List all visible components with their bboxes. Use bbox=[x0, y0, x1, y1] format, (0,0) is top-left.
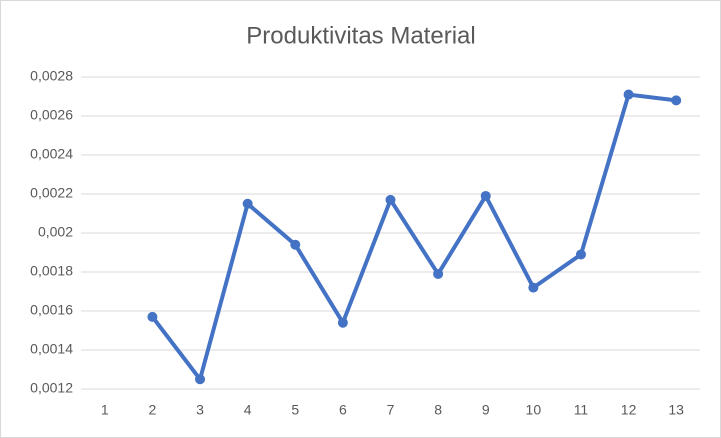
x-tick-label: 13 bbox=[668, 402, 684, 418]
data-point bbox=[290, 239, 301, 250]
y-tick-label: 0,0014 bbox=[30, 341, 73, 357]
y-tick-label: 0,0024 bbox=[30, 146, 73, 162]
data-line bbox=[150, 92, 679, 382]
data-point bbox=[433, 268, 444, 279]
data-point bbox=[147, 311, 158, 322]
data-point bbox=[385, 194, 396, 205]
x-tick-label: 8 bbox=[434, 402, 442, 418]
x-tick-label: 10 bbox=[526, 402, 542, 418]
data-point bbox=[242, 198, 253, 209]
data-point bbox=[337, 317, 348, 328]
y-tick-label: 0,002 bbox=[38, 224, 73, 240]
x-tick-label: 11 bbox=[574, 402, 589, 418]
y-tick-label: 0,0022 bbox=[30, 185, 73, 201]
x-tick-label: 1 bbox=[101, 402, 109, 418]
y-tick-label: 0,0016 bbox=[30, 302, 73, 318]
x-tick-label: 5 bbox=[291, 402, 299, 418]
y-tick-label: 0,0018 bbox=[30, 263, 73, 279]
data-point bbox=[528, 282, 539, 293]
x-tick-label: 12 bbox=[621, 402, 637, 418]
x-tick-label: 7 bbox=[387, 402, 395, 418]
y-tick-label: 0,0028 bbox=[30, 68, 73, 84]
x-tick-label: 4 bbox=[244, 402, 252, 418]
x-tick-label: 3 bbox=[196, 402, 204, 418]
data-point bbox=[480, 190, 491, 201]
data-point bbox=[623, 89, 634, 100]
x-tick-label: 6 bbox=[339, 402, 347, 418]
x-tick-label: 2 bbox=[149, 402, 157, 418]
y-tick-label: 0,0012 bbox=[30, 380, 73, 396]
x-tick-label: 9 bbox=[482, 402, 490, 418]
chart-title: Produktivitas Material bbox=[246, 22, 475, 49]
data-point bbox=[671, 95, 682, 106]
y-tick-label: 0,0026 bbox=[30, 107, 73, 123]
data-point bbox=[575, 249, 586, 260]
data-point bbox=[195, 374, 206, 385]
